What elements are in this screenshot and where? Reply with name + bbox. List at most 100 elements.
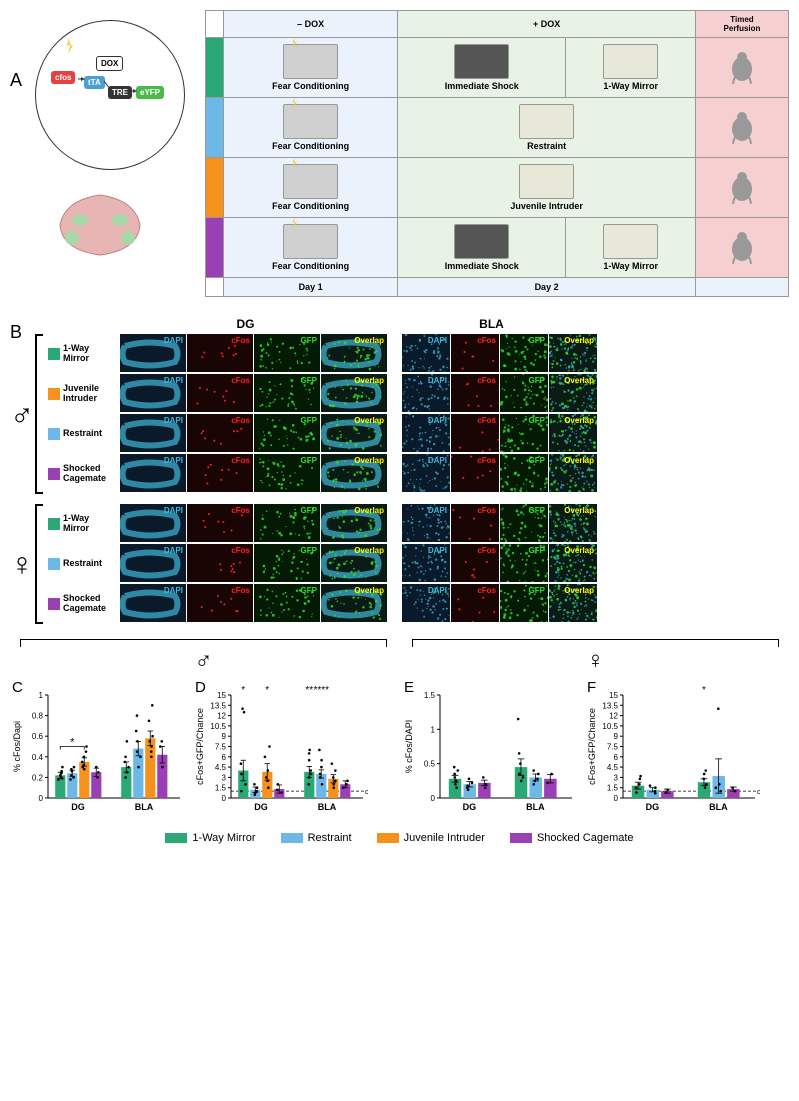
svg-text:1: 1: [39, 691, 44, 700]
micrograph: Overlap: [321, 544, 387, 582]
micrograph: cFos: [451, 504, 499, 542]
micrograph: Overlap: [321, 454, 387, 492]
svg-text:12: 12: [609, 712, 618, 721]
micrograph: DAPI: [402, 454, 450, 492]
micrograph: DAPI: [120, 334, 186, 372]
micrograph: cFos: [451, 584, 499, 622]
micrograph: Overlap: [549, 544, 597, 582]
micrograph: GFP: [254, 374, 320, 412]
micrograph: DAPI: [120, 504, 186, 542]
panel-a: A cfostTADOXTREeYFP – DOX+ DOXTimedPerfu…: [10, 10, 789, 297]
legend: 1-Way MirrorRestraintJuvenile IntruderSh…: [10, 832, 789, 844]
svg-text:0.6: 0.6: [32, 732, 44, 741]
male-symbol: ♂: [195, 647, 213, 674]
chart-e: 00.511.5% cFos/DAPIDGBLAE: [402, 680, 577, 820]
svg-text:BLA: BLA: [135, 802, 154, 812]
svg-text:D: D: [195, 680, 206, 696]
svg-text:*: *: [265, 685, 269, 696]
chart-c: 00.20.40.60.81% cFos/DapiDGBLA*C: [10, 680, 185, 820]
chart-svg: 00.511.5% cFos/DAPIDGBLAE: [402, 680, 577, 820]
row-label: 1-WayMirror: [63, 514, 118, 534]
svg-text:1.5: 1.5: [215, 784, 227, 793]
svg-text:% cFos/DAPI: % cFos/DAPI: [404, 720, 414, 774]
micrograph: Overlap: [321, 504, 387, 542]
micrograph: GFP: [254, 454, 320, 492]
svg-text:chance: chance: [365, 789, 368, 796]
svg-text:E: E: [404, 680, 414, 696]
svg-text:3: 3: [222, 773, 227, 782]
micrograph: Overlap: [549, 414, 597, 452]
micrograph: GFP: [254, 334, 320, 372]
micrograph: DAPI: [402, 374, 450, 412]
svg-text:cFos+GFP/Chance: cFos+GFP/Chance: [195, 708, 205, 785]
row-label: JuvenileIntruder: [63, 384, 118, 404]
svg-text:chance: chance: [757, 789, 760, 796]
micrograph: DAPI: [402, 504, 450, 542]
svg-text:15: 15: [609, 691, 618, 700]
svg-text:DG: DG: [646, 802, 660, 812]
micrograph: cFos: [187, 544, 253, 582]
micrograph: GFP: [500, 334, 548, 372]
micrograph: GFP: [254, 414, 320, 452]
micrograph: DAPI: [120, 374, 186, 412]
svg-text:10.5: 10.5: [210, 722, 226, 731]
micrograph: Overlap: [549, 584, 597, 622]
svg-text:7.5: 7.5: [607, 743, 619, 752]
svg-text:BLA: BLA: [526, 802, 545, 812]
micrograph: GFP: [254, 504, 320, 542]
panel-b: B DGBLA♂1-WayMirrorJuvenileIntruderRestr…: [10, 317, 789, 624]
svg-text:3: 3: [614, 773, 619, 782]
micrograph: GFP: [500, 454, 548, 492]
row-label: 1-WayMirror: [63, 344, 118, 364]
micrograph: DAPI: [120, 454, 186, 492]
chart-f: 01.534.567.5910.51213.515cFos+GFP/Chance…: [585, 680, 760, 820]
micrograph: Overlap: [321, 414, 387, 452]
micrograph: DAPI: [402, 544, 450, 582]
svg-text:0: 0: [222, 794, 227, 803]
row-label: Restraint: [63, 559, 118, 569]
micrograph: GFP: [500, 584, 548, 622]
micrograph: DAPI: [402, 334, 450, 372]
micrograph: cFos: [187, 504, 253, 542]
micrograph: cFos: [451, 544, 499, 582]
svg-text:0.4: 0.4: [32, 753, 44, 762]
panel-a-diagram: A cfostTADOXTREeYFP: [10, 10, 190, 297]
svg-text:6: 6: [222, 753, 227, 762]
svg-text:0: 0: [39, 794, 44, 803]
micrograph: GFP: [500, 544, 548, 582]
micrograph: GFP: [500, 504, 548, 542]
chart-svg: 00.20.40.60.81% cFos/DapiDGBLA*C: [10, 680, 185, 820]
svg-text:F: F: [587, 680, 596, 696]
brain-slice-icon: [50, 190, 150, 260]
micrograph: DAPI: [120, 414, 186, 452]
svg-text:*: *: [70, 737, 75, 749]
micrograph: DAPI: [120, 544, 186, 582]
panel-b-label: B: [10, 322, 22, 343]
row-label: ShockedCagemate: [63, 594, 118, 614]
svg-text:0: 0: [614, 794, 619, 803]
micrograph: cFos: [451, 454, 499, 492]
sex-symbol: ♀: [10, 546, 34, 583]
protocol-table: – DOX+ DOXTimedPerfusionFear Conditionin…: [205, 10, 789, 297]
region-header-bla: BLA: [394, 317, 589, 331]
micrograph: cFos: [187, 334, 253, 372]
micrograph: DAPI: [402, 584, 450, 622]
legend-item: Juvenile Intruder: [377, 832, 485, 844]
svg-text:% cFos/Dapi: % cFos/Dapi: [12, 721, 22, 772]
svg-text:BLA: BLA: [709, 802, 728, 812]
micrograph: cFos: [451, 374, 499, 412]
svg-text:****: ****: [313, 685, 329, 696]
gene-circle: cfostTADOXTREeYFP: [35, 20, 185, 170]
legend-item: Restraint: [281, 832, 352, 844]
chart-svg: 01.534.567.5910.51213.515cFos+GFP/Chance…: [585, 680, 760, 820]
micrograph: cFos: [187, 374, 253, 412]
micrograph: cFos: [451, 414, 499, 452]
svg-text:15: 15: [217, 691, 226, 700]
micrograph: GFP: [500, 374, 548, 412]
micrograph: DAPI: [120, 584, 186, 622]
svg-text:1.5: 1.5: [607, 784, 619, 793]
row-label: ShockedCagemate: [63, 464, 118, 484]
region-header-dg: DG: [112, 317, 379, 331]
svg-text:1.5: 1.5: [424, 691, 436, 700]
micrograph: GFP: [500, 414, 548, 452]
